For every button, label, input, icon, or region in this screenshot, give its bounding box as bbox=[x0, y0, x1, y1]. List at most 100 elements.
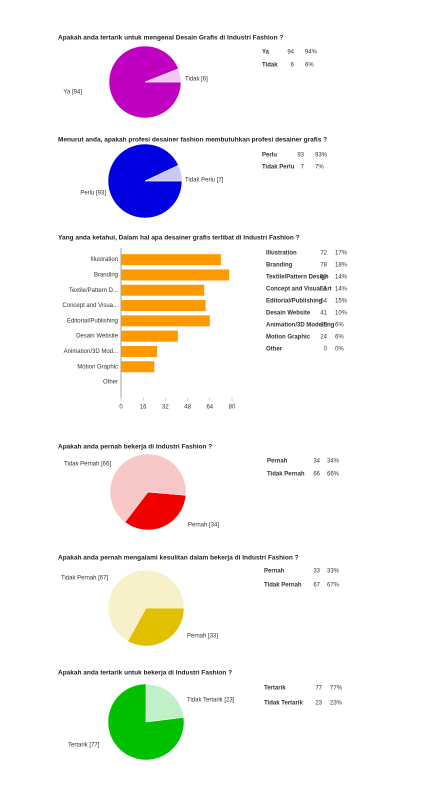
table-cell: 93% bbox=[315, 153, 328, 159]
table-cell: Tidak Pernah bbox=[264, 583, 302, 589]
pie-slice bbox=[107, 569, 185, 642]
table-cell: 7% bbox=[315, 165, 324, 171]
table-cell: Pernah bbox=[264, 569, 285, 575]
bar bbox=[121, 361, 155, 373]
category-label: Textile/Pattern D... bbox=[69, 288, 118, 294]
table-cell: Ya bbox=[262, 50, 270, 56]
slice-label: Perlu [93] bbox=[80, 191, 106, 197]
table-cell: Tidak Pernah bbox=[267, 472, 305, 478]
table-cell: 33 bbox=[313, 569, 320, 575]
table-cell: 41 bbox=[320, 311, 327, 317]
category-label: Desain Website bbox=[76, 334, 119, 340]
category-label: Concept and Visua... bbox=[62, 303, 118, 309]
table-cell: 67% bbox=[327, 583, 340, 589]
table-cell: 10% bbox=[335, 311, 348, 317]
chart-title: Apakah anda tertarik untuk mengenal Desa… bbox=[58, 35, 283, 42]
pie-slice bbox=[107, 683, 185, 761]
pie-slice bbox=[145, 683, 184, 723]
category-label: Animation/3D Mod... bbox=[64, 349, 119, 355]
table-cell: Tidak Tertarik bbox=[264, 701, 303, 707]
table-cell: Motion Graphic bbox=[266, 335, 311, 341]
category-label: Motion Graphic bbox=[77, 364, 118, 370]
x-tick-label: 0 bbox=[119, 404, 123, 410]
slice-label: Pernah [34] bbox=[188, 523, 219, 529]
bar bbox=[121, 254, 221, 266]
bar bbox=[121, 269, 230, 281]
category-label: Other bbox=[103, 380, 118, 386]
slice-label: Tidak Perlu [7] bbox=[185, 178, 224, 184]
slice-label: Ya [94] bbox=[63, 90, 82, 96]
table-cell: 33% bbox=[327, 569, 340, 575]
table-cell: Tidak Perlu bbox=[262, 165, 295, 171]
pie-slice bbox=[109, 453, 187, 523]
table-cell: 14% bbox=[335, 275, 348, 281]
category-label: Editorial/Publishing bbox=[67, 318, 118, 324]
chart-title: Menurut anda, apakah profesi desainer fa… bbox=[58, 137, 327, 144]
table-cell: 78 bbox=[320, 263, 327, 269]
table-cell: 14% bbox=[335, 287, 348, 293]
slice-label: Tidak Pernah [66] bbox=[64, 462, 111, 468]
table-cell: 6% bbox=[305, 63, 314, 69]
table-cell: 34 bbox=[313, 459, 320, 465]
table-cell: 26 bbox=[320, 323, 327, 329]
pie-slice bbox=[124, 491, 187, 531]
table-cell: 24 bbox=[320, 335, 327, 341]
table-cell: 6% bbox=[335, 323, 344, 329]
x-tick-label: 16 bbox=[140, 404, 147, 410]
chart-title: Apakah anda tertarik untuk bekerja di In… bbox=[58, 670, 232, 677]
table-cell: 67 bbox=[313, 583, 320, 589]
table-cell: 93 bbox=[297, 153, 304, 159]
table-cell: Perlu bbox=[262, 153, 277, 159]
table-cell: Branding bbox=[266, 263, 293, 269]
table-cell: Other bbox=[266, 347, 283, 353]
table-cell: Desain Website bbox=[266, 311, 311, 317]
bar bbox=[121, 300, 206, 312]
table-cell: Tertarik bbox=[264, 686, 286, 692]
table-cell: 6% bbox=[335, 335, 344, 341]
table-cell: 17% bbox=[335, 251, 348, 257]
table-cell: 66 bbox=[313, 472, 320, 478]
table-cell: 23 bbox=[315, 701, 322, 707]
table-cell: 66% bbox=[327, 472, 340, 478]
table-cell: Concept and Visual Art bbox=[266, 287, 332, 293]
table-cell: 64 bbox=[320, 299, 327, 305]
table-cell: 60 bbox=[320, 275, 327, 281]
table-cell: 94% bbox=[305, 50, 318, 56]
bar bbox=[121, 345, 158, 357]
slice-label: Tertarik [77] bbox=[68, 743, 100, 749]
table-cell: Tidak bbox=[262, 63, 278, 69]
slice-label: Tidak Tertarik [23] bbox=[187, 698, 235, 704]
slice-label: Tidak [6] bbox=[185, 77, 208, 83]
table-cell: Animation/3D Modelling bbox=[266, 323, 335, 329]
x-tick-label: 32 bbox=[162, 404, 169, 410]
table-cell: 23% bbox=[330, 701, 343, 707]
slice-label: Tidak Pernah [67] bbox=[61, 576, 108, 582]
table-cell: 61 bbox=[320, 287, 327, 293]
category-label: Illustration bbox=[91, 257, 118, 263]
slice-label: Pernah [33] bbox=[187, 634, 218, 640]
table-cell: 0% bbox=[335, 347, 344, 353]
table-cell: 72 bbox=[320, 251, 327, 257]
table-cell: 77 bbox=[315, 686, 322, 692]
category-label: Branding bbox=[94, 273, 118, 279]
table-cell: 18% bbox=[335, 263, 348, 269]
table-cell: 34% bbox=[327, 459, 340, 465]
bar bbox=[121, 315, 210, 327]
x-tick-label: 64 bbox=[206, 404, 213, 410]
chart-title: Yang anda ketahui, Dalam hal apa desaine… bbox=[58, 235, 300, 242]
table-cell: 94 bbox=[287, 50, 294, 56]
table-cell: Editorial/Publishing bbox=[266, 299, 323, 305]
table-cell: 15% bbox=[335, 299, 348, 305]
table-cell: Pernah bbox=[267, 459, 288, 465]
bar bbox=[121, 284, 205, 296]
pie-slice bbox=[144, 68, 182, 83]
table-cell: Textile/Pattern Design bbox=[266, 275, 329, 281]
bar bbox=[121, 330, 178, 342]
table-cell: 7 bbox=[301, 165, 305, 171]
x-tick-label: 80 bbox=[229, 404, 236, 410]
pie-slice bbox=[127, 607, 185, 647]
table-cell: 6 bbox=[291, 63, 295, 69]
table-cell: 77% bbox=[330, 686, 343, 692]
pie-slice bbox=[144, 164, 183, 182]
